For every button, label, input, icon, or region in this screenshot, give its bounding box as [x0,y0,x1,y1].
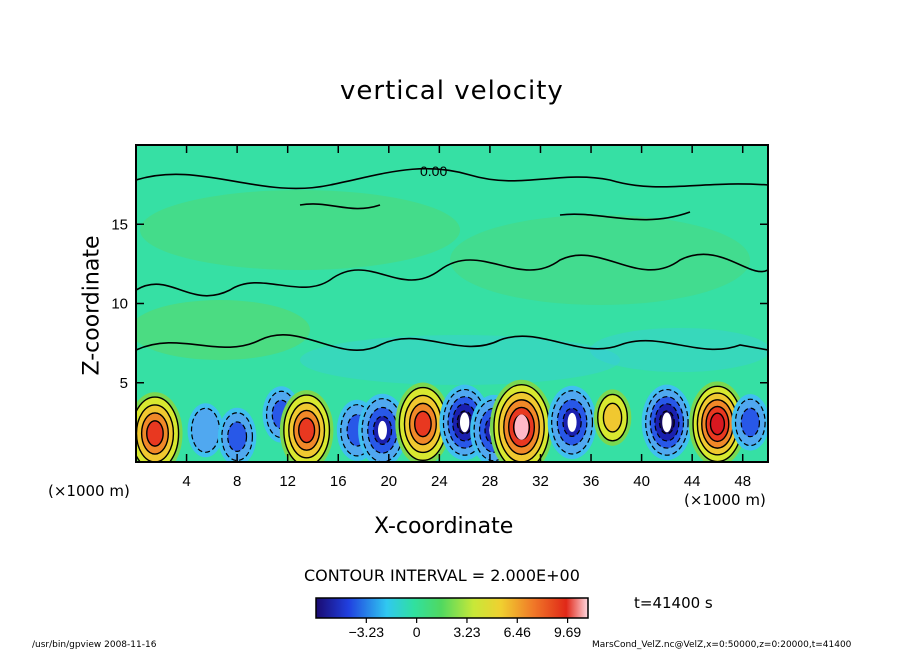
contour-line [136,167,768,190]
updraft-cell [689,381,746,462]
contour-line [136,253,768,297]
cell-layer [190,407,221,453]
cell-layer [709,412,726,436]
cell-layer [740,407,761,438]
x-tick-label: 12 [279,473,296,490]
colorbar [315,597,589,619]
updraft-cell [136,392,183,462]
x-unit-left: (×1000 m) [48,482,130,500]
contour-interval: CONTOUR INTERVAL = 2.000E+00 [304,566,580,585]
colorbar-tick-label: 0 [413,624,421,640]
cell-core [459,412,470,433]
contour-value-label: 0.00 [420,163,447,179]
contour-line [299,203,381,210]
colorbar-tick-label: 6.46 [504,624,531,640]
cell-layer [227,421,248,452]
y-axis-ticks: 5 10 15 [111,216,768,392]
cell-core [377,420,387,440]
contour-lines [136,167,768,351]
updraft-cell [593,389,632,446]
x-tick-label: 44 [684,473,701,490]
y-tick-label: 15 [111,216,128,233]
upper-band [300,335,620,385]
updraft-cell [279,390,334,462]
x-axis-label: X-coordinate [374,514,514,539]
x-tick-label: 8 [233,473,241,490]
updraft-cell [641,384,693,461]
upper-band [450,215,750,305]
y-tick-label: 5 [120,375,128,392]
x-tick-label: 16 [330,473,347,490]
updraft-cell [358,393,407,462]
time-label: t=41400 s [634,594,713,612]
cell-layer [602,402,623,433]
footer-right: MarsCond_VelZ.nc@VelZ,x=0:50000,z=0:2000… [592,640,852,650]
x-tick-label: 28 [482,473,499,490]
x-tick-label: 20 [380,473,397,490]
updraft-cell [395,382,451,462]
upper-band [140,190,460,270]
x-unit-right: (×1000 m) [684,491,766,509]
contour-line [136,334,768,351]
cell-core [514,414,529,440]
updraft-cell [217,407,257,462]
colorbar-ticks: −3.23 0 3.23 6.46 9.69 [349,618,581,640]
colorbar-tick-label: 9.69 [554,624,581,640]
colorbar-tick-label: −3.23 [349,624,385,640]
contour-line [559,211,691,221]
cell-layer [298,417,316,444]
upper-band [590,328,768,372]
y-tick-label: 10 [111,296,128,313]
cell-core [567,412,577,432]
x-tick-label: 4 [182,473,190,490]
updraft-cell [547,385,597,459]
cell-core [662,412,672,433]
x-tick-label: 48 [734,473,751,490]
x-tick-label: 24 [431,473,448,490]
x-tick-label: 32 [532,473,549,490]
colorbar-tick-label: 3.23 [453,624,480,640]
x-tick-label: 36 [583,473,600,490]
footer-left: /usr/bin/gpview 2008-11-16 [32,640,157,650]
updraft-cell [187,403,224,458]
cell-layer [414,410,432,438]
chart-title: vertical velocity [340,76,564,106]
y-axis-label: Z-coordinate [79,235,105,376]
x-tick-label: 40 [633,473,650,490]
upper-band [136,300,310,360]
cell-layer [146,420,164,447]
updraft-cell [731,394,768,451]
x-axis-ticks: 4 8 12 16 20 24 28 32 36 40 44 48 [182,145,751,490]
velocity-field [136,145,768,462]
updraft-cell [489,379,554,462]
